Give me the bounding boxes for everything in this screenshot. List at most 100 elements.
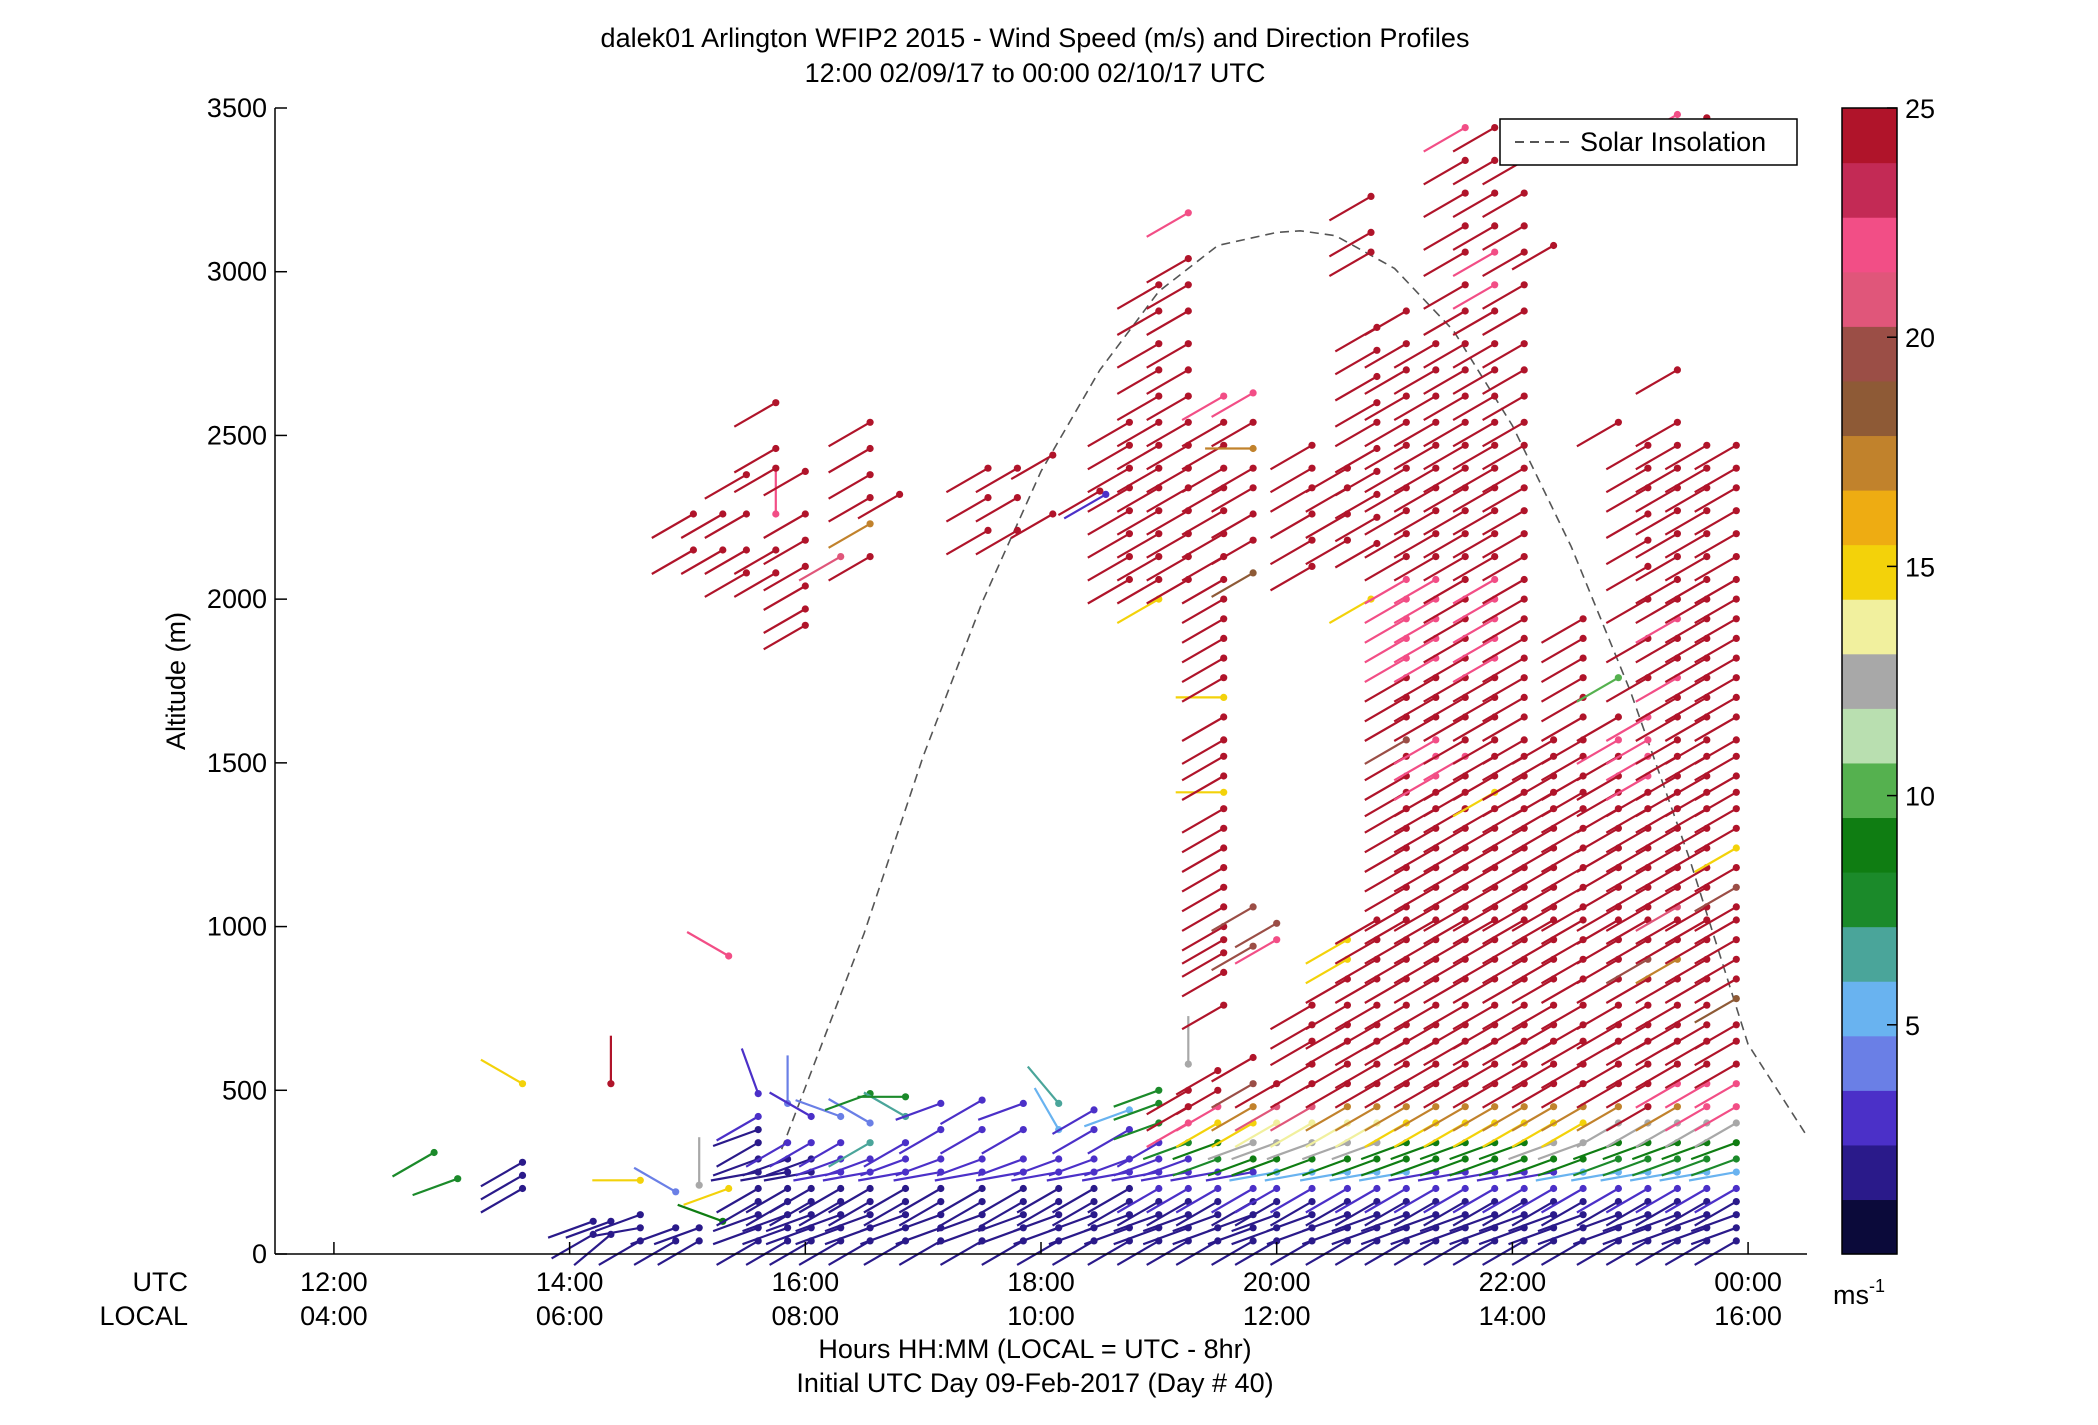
wind-barb-shaft: [1423, 192, 1466, 219]
wind-barb-shaft: [1482, 598, 1525, 625]
wind-barb-shaft: [1334, 1082, 1378, 1109]
y-tick-label: 3500: [207, 93, 267, 123]
wind-barb-shaft: [1393, 1200, 1437, 1227]
wind-barb-shaft: [1364, 827, 1407, 854]
wind-barb-shaft: [1423, 555, 1466, 582]
wind-barb-point: [1491, 392, 1499, 400]
wind-barb-shaft: [1364, 847, 1407, 873]
wind-barb-shaft: [1635, 555, 1678, 582]
colorbar-unit-base: ms: [1833, 1280, 1869, 1310]
wind-barb-shaft: [1635, 958, 1678, 985]
wind-barb-shaft: [547, 1220, 594, 1239]
wind-barb-point: [1579, 634, 1587, 643]
wind-barb-shaft: [1537, 1141, 1584, 1161]
wind-barb-shaft: [795, 1213, 842, 1233]
wind-barb-shaft: [1605, 1063, 1649, 1090]
wind-barb-shaft: [1269, 1004, 1313, 1031]
wind-barb-shaft: [1664, 1105, 1708, 1132]
wind-barb-shaft: [716, 1141, 759, 1168]
wind-barb-point: [1703, 1103, 1711, 1111]
wind-barb-shaft: [1423, 676, 1466, 703]
wind-barb-point: [1520, 307, 1528, 315]
wind-barb-shaft: [1172, 1213, 1219, 1233]
wind-barb-point: [695, 1224, 703, 1232]
wind-barb-shaft: [939, 1200, 983, 1227]
x-tick-label-local: 12:00: [1243, 1301, 1311, 1331]
wind-barb-shaft: [704, 473, 747, 500]
wind-barb-point: [1055, 1184, 1063, 1193]
wind-barb-point: [772, 444, 780, 453]
wind-profile-51: [1234, 919, 1281, 965]
wind-barb-point: [430, 1148, 438, 1157]
colorbar-band: [1842, 1199, 1897, 1255]
wind-barb-shaft: [1635, 919, 1678, 945]
wind-barb-point: [518, 1184, 527, 1193]
wind-profile-36: [1011, 1065, 1063, 1266]
wind-barb-shaft: [1305, 1105, 1348, 1132]
wind-barb-shaft: [1605, 1200, 1649, 1227]
wind-barb-shaft: [1364, 886, 1407, 913]
wind-barb-shaft: [1364, 676, 1407, 703]
wind-barb-shaft: [1087, 578, 1130, 605]
wind-barb-shaft: [1305, 467, 1348, 494]
wind-barb-point: [807, 1139, 815, 1147]
wind-barb-point: [801, 605, 809, 613]
wind-barb-shaft: [1181, 971, 1225, 998]
wind-barb-shaft: [1540, 886, 1584, 913]
wind-barb-shaft: [651, 549, 694, 575]
wind-barb-shaft: [1234, 1239, 1278, 1266]
wind-barb-point: [784, 1139, 792, 1147]
wind-barb-shaft: [1511, 866, 1555, 893]
wind-barb-shaft: [1181, 738, 1225, 765]
wind-barb-shaft: [1482, 866, 1525, 893]
wind-barb-shaft: [1635, 978, 1678, 1004]
wind-barb-point: [1520, 530, 1528, 538]
wind-barb-point: [1644, 1103, 1652, 1111]
wind-barb-point: [937, 1184, 945, 1193]
wind-barb-point: [1732, 693, 1740, 702]
wind-barb-shaft: [1328, 231, 1372, 258]
wind-barb-shaft: [1576, 919, 1619, 945]
wind-barb-shaft: [1334, 958, 1378, 985]
wind-barb-shaft: [1482, 1023, 1525, 1050]
wind-barb-shaft: [1116, 395, 1160, 422]
wind-barb-point: [1673, 507, 1681, 515]
wind-barb-shaft: [1146, 211, 1189, 238]
wind-barb-shaft: [1211, 486, 1254, 513]
wind-barb-point: [1373, 513, 1381, 521]
wind-barb-shaft: [1635, 1004, 1678, 1031]
wind-barb-shaft: [824, 1157, 871, 1177]
colorbar-band: [1842, 653, 1897, 709]
wind-barb-shaft: [742, 1226, 788, 1246]
wind-barb-shaft: [1664, 509, 1708, 536]
colorbar-band: [1842, 817, 1897, 873]
wind-barb-shaft: [765, 1213, 812, 1233]
wind-barb-point: [1644, 1184, 1652, 1193]
wind-barb-shaft: [1694, 755, 1737, 782]
wind-barb-point: [866, 1119, 874, 1127]
wind-barb-shaft: [630, 1226, 677, 1246]
wind-barb-point: [1461, 248, 1469, 256]
wind-barb-shaft: [1170, 1171, 1218, 1182]
wind-barb-shaft: [1452, 886, 1496, 913]
wind-barb-point: [1432, 1103, 1440, 1111]
wind-barb-shaft: [1334, 421, 1378, 448]
wind-barb-shaft: [480, 1187, 524, 1214]
wind-barb-shaft: [1511, 1004, 1555, 1031]
wind-barb-shaft: [1511, 1063, 1555, 1090]
wind-barb-shaft: [1328, 598, 1372, 625]
wind-barb-shaft: [1181, 807, 1225, 834]
wind-barb-point: [1367, 228, 1375, 236]
wind-barb-shaft: [1605, 467, 1649, 494]
wind-barb-shaft: [1334, 1187, 1378, 1214]
wind-barb-point: [1520, 595, 1528, 603]
wind-barb-point: [1491, 553, 1499, 561]
wind-barb-shaft: [1540, 827, 1584, 854]
wind-barb-point: [1373, 1001, 1381, 1009]
wind-barb-shaft: [1635, 1187, 1678, 1214]
wind-barb-point: [772, 546, 780, 554]
wind-barb-shaft: [1452, 738, 1496, 765]
wind-barb-point: [1644, 736, 1652, 744]
wind-barb-shaft: [1602, 1213, 1649, 1233]
